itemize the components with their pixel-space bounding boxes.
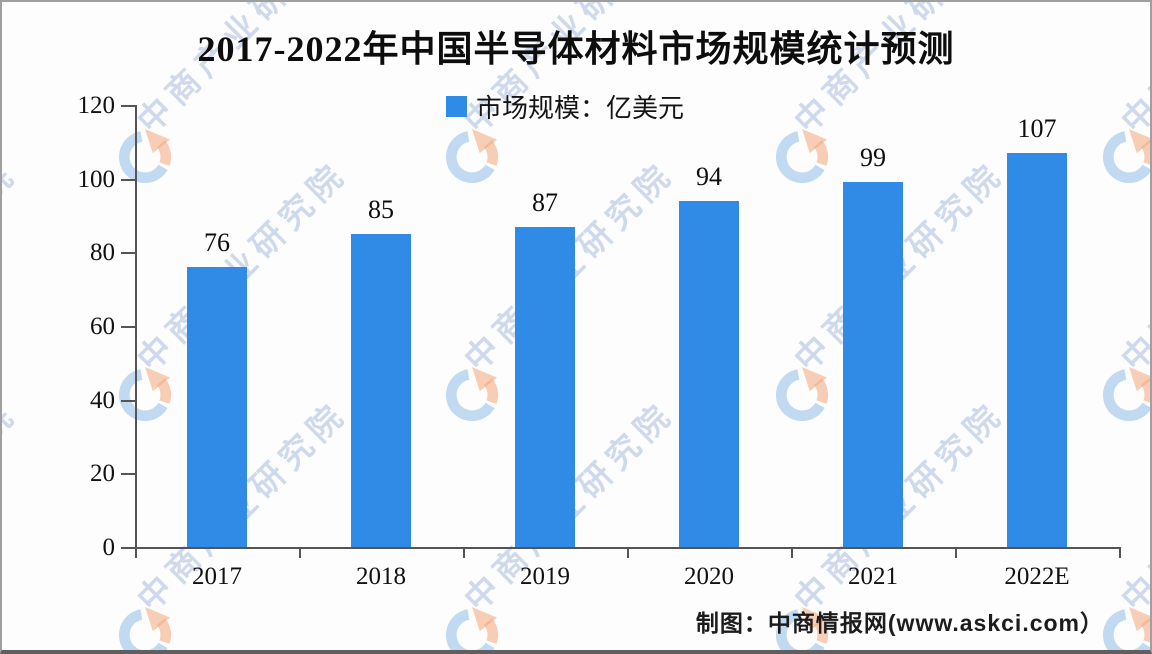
- y-tick-mark: [121, 399, 135, 402]
- y-tick-mark: [121, 473, 135, 476]
- chart-title: 2017-2022年中国半导体材料市场规模统计预测: [197, 29, 955, 69]
- askci-logo-icon: [116, 128, 174, 186]
- bar-value-label: 85: [368, 194, 394, 224]
- x-axis-line: [135, 547, 1121, 549]
- x-tick-mark: [955, 549, 957, 558]
- y-tick-label: 100: [77, 165, 116, 193]
- askci-logo-icon: [443, 128, 501, 186]
- y-tick-label: 80: [90, 239, 115, 267]
- askci-logo-icon: [116, 606, 174, 650]
- y-tick-label: 60: [90, 313, 115, 340]
- x-tick-mark: [627, 549, 629, 558]
- askci-logo-icon: [1100, 128, 1150, 186]
- bar-value-label: 94: [696, 161, 722, 191]
- askci-logo-icon: [443, 366, 501, 424]
- y-tick-mark: [121, 326, 135, 328]
- x-tick-label: 2019: [520, 563, 570, 590]
- x-tick-mark: [135, 549, 137, 558]
- legend: 市场规模：亿美元: [446, 88, 684, 125]
- bar-value-label: 107: [1017, 113, 1057, 143]
- y-tick-label: 120: [77, 92, 116, 119]
- bar-2021: [843, 182, 903, 547]
- bar-value-label: 76: [204, 228, 230, 258]
- x-tick-mark: [299, 549, 301, 558]
- y-axis-line: [135, 105, 137, 549]
- y-tick-mark: [121, 252, 135, 255]
- askci-logo-icon: [773, 366, 831, 424]
- source-caption: 制图：中商情报网(www.askci.com）: [695, 610, 1104, 636]
- askci-logo-icon: [773, 128, 831, 186]
- bar-2020: [679, 200, 739, 547]
- askci-logo-icon: [443, 606, 501, 650]
- bar-value-label: 99: [860, 143, 886, 173]
- x-tick-label: 2018: [356, 563, 406, 590]
- y-tick-label: 20: [90, 460, 115, 488]
- bar-2018: [351, 233, 411, 547]
- legend-label: 市场规模：亿美元: [476, 94, 685, 123]
- x-tick-mark: [791, 549, 793, 558]
- bar-value-label: 87: [532, 187, 558, 217]
- askci-logo-icon: [1100, 606, 1150, 650]
- bar-2019: [515, 226, 575, 547]
- bar-2017: [187, 267, 247, 547]
- x-tick-label: 2022E: [1004, 563, 1070, 590]
- bar-2022E: [1007, 152, 1067, 547]
- y-tick-mark: [121, 178, 135, 181]
- x-tick-label: 2017: [192, 563, 242, 590]
- x-tick-mark: [463, 549, 465, 558]
- y-tick-label: 40: [90, 386, 115, 414]
- legend-swatch: [446, 96, 467, 117]
- y-tick-label: 0: [102, 534, 116, 561]
- y-tick-mark: [121, 105, 135, 107]
- y-tick-mark: [121, 547, 135, 549]
- askci-logo-icon: [1100, 366, 1150, 424]
- askci-logo-icon: [773, 606, 831, 650]
- askci-logo-icon: [116, 366, 174, 424]
- x-tick-mark: [1119, 549, 1121, 558]
- x-tick-label: 2021: [848, 563, 898, 590]
- x-tick-label: 2020: [684, 563, 734, 590]
